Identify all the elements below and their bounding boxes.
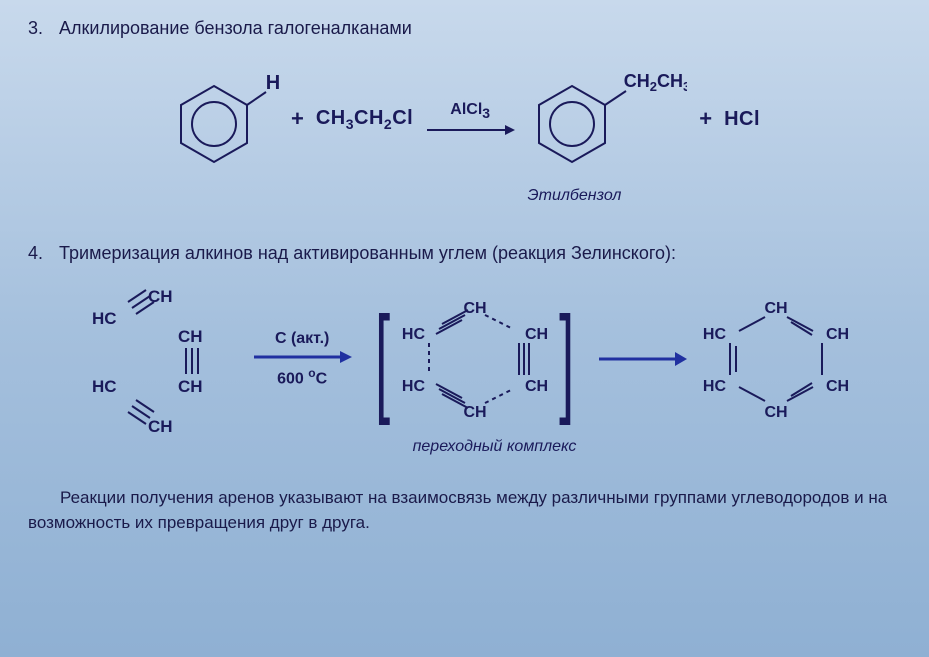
benzene-product: CH CH CH CH HC HC [701,284,851,434]
section-3-number: 3. [28,18,54,39]
trimer-cond-bot: 600 oC [277,366,327,388]
catalyst-label: AlCl3 [450,101,490,121]
arrow-svg-1 [425,123,515,137]
byproduct-formula: HCl [724,108,760,131]
arrow-svg-3 [597,350,687,368]
svg-text:HC: HC [703,378,727,395]
svg-text:CH: CH [178,377,203,396]
section-4-number: 4. [28,243,54,264]
section-4: 4. Тримеризация алкинов над активированн… [28,243,901,456]
section-3: 3. Алкилирование бензола галогеналканами… [28,18,901,205]
svg-text:CH: CH [463,300,486,317]
svg-text:CH: CH [764,404,787,421]
svg-text:CH: CH [148,417,173,434]
plus-2: + [699,106,712,132]
svg-text:CH: CH [826,378,849,395]
benzene-reactant: H [169,59,279,179]
intermediate-complex: [ CH CH CH CH HC HC [366,284,583,434]
acetylene-trio: CH HC CH CH HC CH [78,284,238,434]
svg-text:HC: HC [92,309,117,328]
ethylbenzene-block: CH2CH3 [527,59,687,179]
ethylbenzene-product: CH2CH3 [527,59,687,179]
intermediate-hexagon: CH CH CH CH HC HC [400,284,550,434]
svg-text:CH: CH [525,378,548,395]
trimer-arrow: C (акт.) 600 oC [252,330,352,388]
svg-text:HC: HC [703,326,727,343]
trimer-cond-top: C (акт.) [275,330,329,348]
section-4-text: Тримеризация алкинов над активированным … [59,243,676,263]
h-label: H [266,72,279,94]
svg-text:CH: CH [525,326,548,343]
bracket-left: [ [375,305,390,413]
ethyl-label: CH2CH3 [624,71,687,94]
svg-text:HC: HC [401,326,425,343]
section-4-title: 4. Тримеризация алкинов над активированн… [28,243,901,264]
plus-1: + [291,106,304,132]
svg-text:CH: CH [764,300,787,317]
arrow-svg-2 [252,350,352,364]
trimerization-reaction: CH HC CH CH HC CH C (акт.) 600 oC [28,284,901,434]
section-3-text: Алкилирование бензола галогеналканами [59,18,412,38]
svg-text:CH: CH [826,326,849,343]
alkylation-reaction: H + CH3CH2Cl AlCl3 CH2CH3 + HCl [28,59,901,179]
ethylbenzene-caption: Этилбензол [248,187,901,205]
svg-text:CH: CH [178,327,203,346]
svg-text:HC: HC [401,378,425,395]
intermediate-caption: переходный комплекс [88,438,901,456]
reaction-arrow-1: AlCl3 [425,101,515,137]
svg-text:HC: HC [92,377,117,396]
footer-text: Реакции получения аренов указывают на вз… [28,486,901,535]
reagent-formula: CH3CH2Cl [316,107,413,132]
section-3-title: 3. Алкилирование бензола галогеналканами [28,18,901,39]
bracket-right: ] [559,305,574,413]
